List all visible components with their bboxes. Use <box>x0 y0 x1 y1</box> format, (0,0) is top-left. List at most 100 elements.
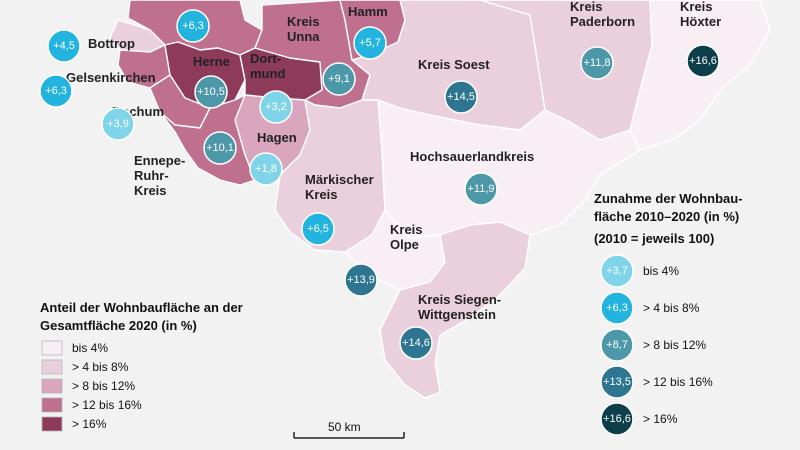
bubble-hoexter: +16,6 <box>686 44 720 78</box>
bubble-dortmund: +3,2 <box>259 90 293 124</box>
bubble-value: +8,7 <box>606 339 628 351</box>
label-line: Ruhr- <box>134 168 169 183</box>
bubble-olpe: +13,9 <box>344 263 378 297</box>
legend-share-label: > 8 bis 12% <box>72 379 135 393</box>
label-soest: Kreis Soest <box>418 57 490 72</box>
bubble-circle <box>600 291 634 325</box>
bubble-value: +6,5 <box>307 223 329 235</box>
bubble-circle <box>600 365 634 399</box>
legend-growth-items: +3,7 bis 4%+6,3 > 4 bis 8%+8,7 > 8 bis 12%+… <box>600 254 713 436</box>
bubble-circle <box>322 62 356 96</box>
bubble-circle <box>444 80 478 114</box>
legend-growth-label: > 12 bis 16% <box>643 375 713 389</box>
bubble-value: +13,9 <box>347 274 375 286</box>
bubble-value: +1,8 <box>255 163 277 175</box>
legend-growth-title-1: Zunahme der Wohnbau- <box>594 191 743 206</box>
bubble-circle <box>194 75 228 109</box>
bubble-value: +5,7 <box>359 37 381 49</box>
bubble-value: +9,1 <box>328 73 350 85</box>
bubble-circle <box>600 254 634 288</box>
legend-share-label: bis 4% <box>72 341 108 355</box>
bubble-value: +3,7 <box>606 265 628 277</box>
bubble-value: +16,6 <box>689 55 717 67</box>
label-line: Ennepe- <box>134 153 185 168</box>
label-line: Paderborn <box>570 14 635 29</box>
bubble-circle <box>101 107 135 141</box>
legend-growth-item: +13,5 > 12 bis 16% <box>600 365 713 399</box>
legend-share-label: > 12 bis 16% <box>72 398 142 412</box>
label-hagen: Hagen <box>257 130 297 145</box>
legend-growth-item: +16,6 > 16% <box>600 402 678 436</box>
legend-growth: Zunahme der Wohnbau- fläche 2010–2020 (i… <box>594 191 743 436</box>
bubble-value: +6,3 <box>606 302 628 314</box>
legend-share-items: bis 4% > 4 bis 8% > 8 bis 12% > 12 bis 16% >… <box>41 340 142 432</box>
bubble-value: +3,9 <box>107 118 129 130</box>
bubble-circle <box>353 26 387 60</box>
bubble-siegen: +14,6 <box>399 326 433 360</box>
label-line: Kreis <box>305 187 338 202</box>
label-ennepe: Ennepe-Ruhr-Kreis <box>134 153 185 198</box>
scale-bar: 50 km <box>293 420 405 439</box>
legend-swatch <box>41 397 63 413</box>
label-line: Kreis <box>390 222 423 237</box>
bubble-circle <box>580 46 614 80</box>
legend-growth-label: bis 4% <box>643 264 679 278</box>
legend-swatch <box>41 378 63 394</box>
bubble-value: +13,5 <box>603 376 631 388</box>
legend-share-label: > 4 bis 8% <box>72 360 129 374</box>
bubble-circle <box>39 74 73 108</box>
legend-share-title-1: Anteil der Wohnbaufläche an der <box>40 300 243 315</box>
bubble-hochsauerland: +11,9 <box>464 172 498 206</box>
label-line: Bottrop <box>88 36 135 51</box>
bubble-value: +6,3 <box>182 20 204 32</box>
bubble-maerkisch: +6,5 <box>301 212 335 246</box>
label-line: Kreis <box>680 0 713 14</box>
bubble-hamm: +5,7 <box>353 26 387 60</box>
legend-growth-title-3: (2010 = jeweils 100) <box>594 231 714 246</box>
label-line: Olpe <box>390 237 419 252</box>
bubble-circle <box>301 212 335 246</box>
label-line: Kreis Siegen- <box>418 292 501 307</box>
bubble-circle <box>464 172 498 206</box>
bubble-circle <box>600 328 634 362</box>
label-line: Dort- <box>250 51 281 66</box>
bubble-value: +11,9 <box>467 183 494 195</box>
bubble-herne: +10,5 <box>194 75 228 109</box>
bubble-value: +10,5 <box>197 86 225 98</box>
label-line: Hagen <box>257 130 297 145</box>
label-gelsenkirchen: Gelsenkirchen <box>66 70 156 85</box>
bubble-circle <box>176 9 210 43</box>
legend-swatch <box>41 359 63 375</box>
bubble-hagen: +1,8 <box>249 152 283 186</box>
bubble-value: +14,5 <box>447 91 475 103</box>
label-herne: Herne <box>193 54 230 69</box>
bubble-circle <box>600 402 634 436</box>
bubble-bochum: +3,9 <box>101 107 135 141</box>
label-hochsauerland: Hochsauerlandkreis <box>410 149 534 164</box>
legend-share-item: > 4 bis 8% <box>41 359 129 375</box>
legend-growth-item: +6,3 > 4 bis 8% <box>600 291 700 325</box>
label-line: Hamm <box>348 4 388 19</box>
bubble-circle <box>399 326 433 360</box>
label-line: Kreis <box>570 0 603 14</box>
bubble-circle <box>259 90 293 124</box>
label-line: Hochsauerlandkreis <box>410 149 534 164</box>
bubble-value: +4,5 <box>53 40 75 52</box>
label-line: Gelsenkirchen <box>66 70 156 85</box>
label-hoexter: Kreis Höxter <box>680 0 721 29</box>
bubble-recklinghausen: +6,3 <box>176 9 210 43</box>
bubble-circle <box>47 29 81 63</box>
legend-share: Anteil der Wohnbaufläche an der Gesamtfl… <box>40 300 243 432</box>
label-olpe: Kreis Olpe <box>390 222 423 252</box>
label-unna: Kreis Unna <box>287 14 320 44</box>
legend-growth-label: > 4 bis 8% <box>643 301 700 315</box>
bubble-unna: +9,1 <box>322 62 356 96</box>
bubble-value: +14,6 <box>402 337 430 349</box>
legend-share-item: > 8 bis 12% <box>41 378 135 394</box>
legend-growth-item: +3,7 bis 4% <box>600 254 679 288</box>
legend-growth-label: > 16% <box>643 412 678 426</box>
bubble-value: +16,6 <box>603 413 631 425</box>
legend-share-title-2: Gesamtfläche 2020 (in %) <box>40 318 197 333</box>
